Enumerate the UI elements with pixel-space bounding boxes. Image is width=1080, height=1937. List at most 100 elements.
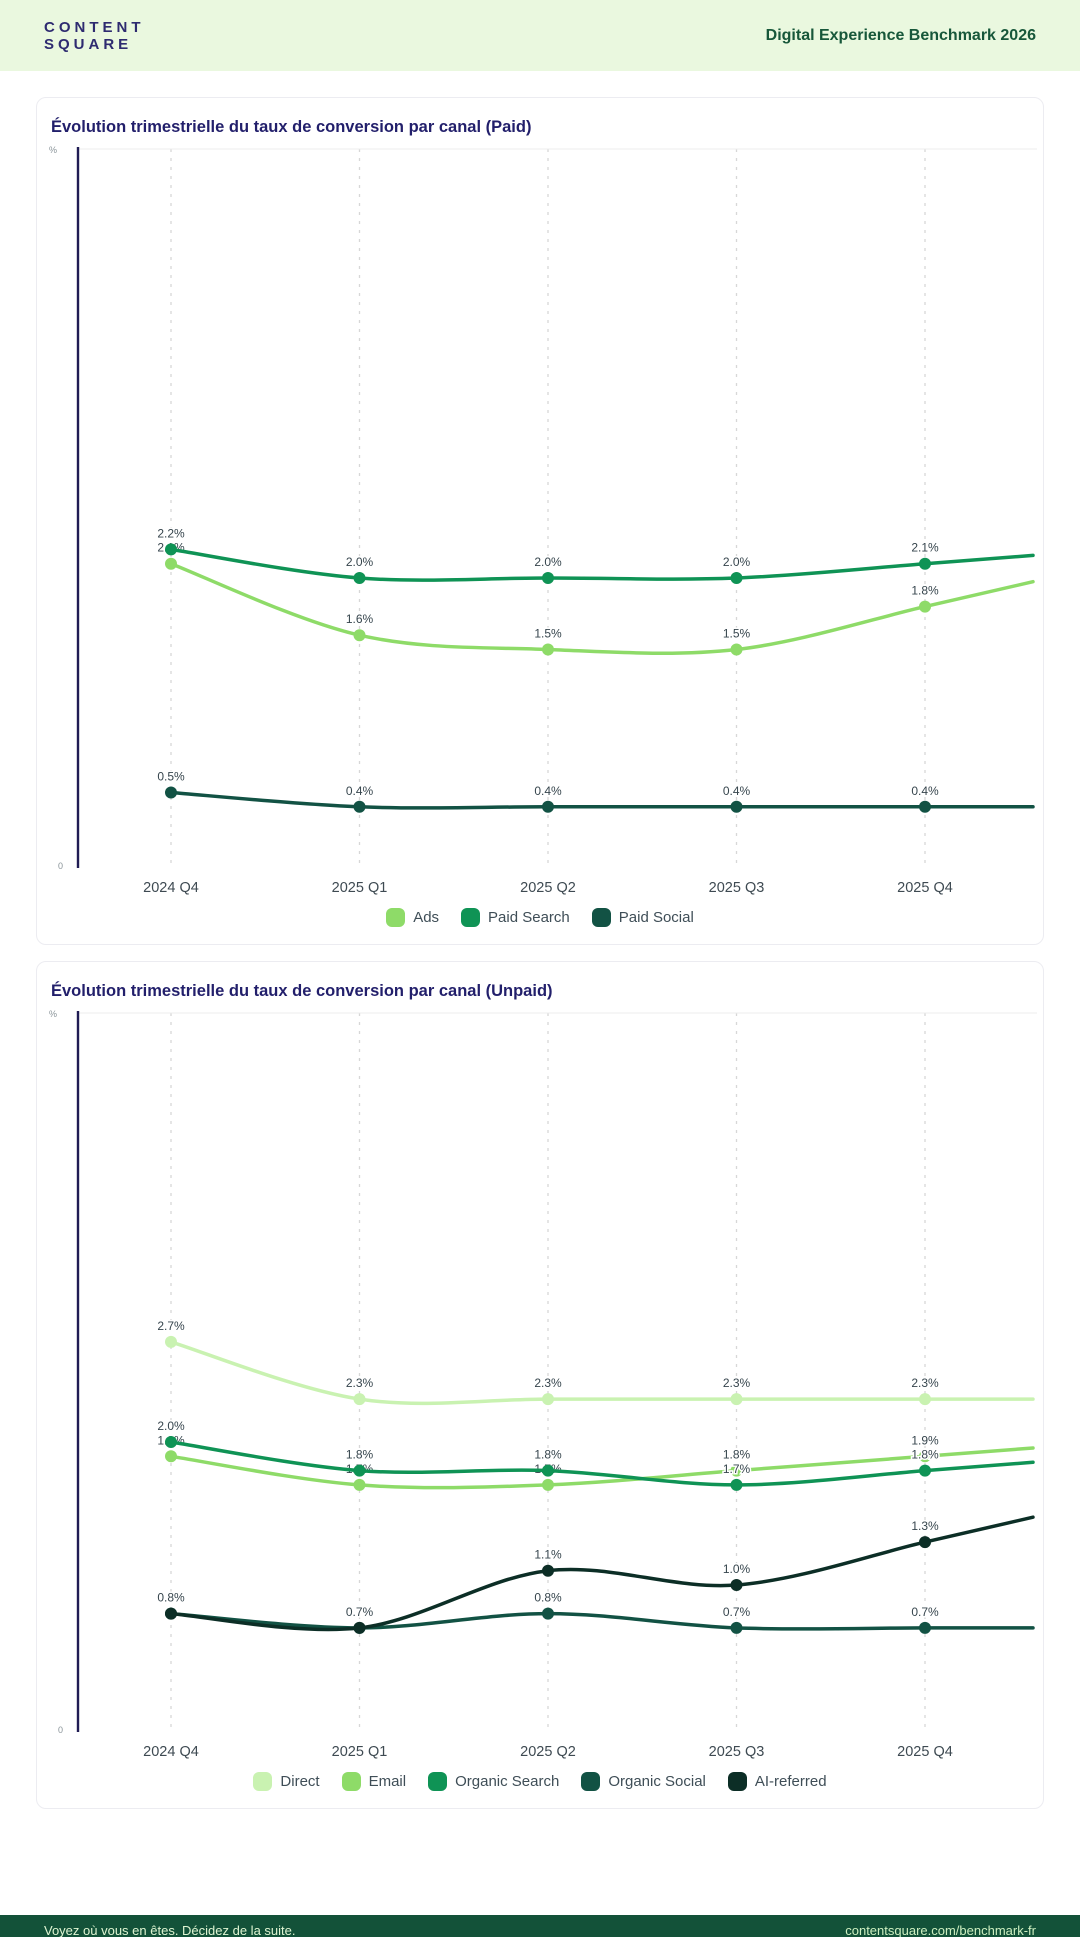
series-line (169, 1446, 1035, 1490)
data-label: 1.8% (723, 1448, 751, 1462)
data-point (542, 1478, 554, 1491)
legend-swatch (341, 1771, 361, 1791)
data-label: 0.4% (534, 784, 562, 798)
data-label: 2.0% (346, 555, 374, 569)
series-ads: 2.1% 1.6% 1.5% 1.5% 1.8% (156, 539, 1035, 656)
legend-label: Direct (280, 1772, 320, 1790)
data-point (165, 1436, 177, 1448)
data-point (919, 1393, 931, 1406)
y-axis-zero-label: 0 (58, 861, 63, 871)
series-ai-referred: 0.8% 0.7% 1.1% 1.0% 1.3% (156, 1515, 1035, 1634)
x-tick-label: 2024 Q4 (143, 1744, 199, 1760)
legend-label: Paid Social (618, 908, 694, 926)
data-label: 1.7% (723, 1462, 751, 1476)
contentsquare-logo: CONTENT SQUARE (44, 19, 145, 53)
y-axis-zero-label: 0 (58, 1725, 63, 1735)
footer-link[interactable]: contentsquare.com/benchmark-fr (845, 1923, 1036, 1937)
line-chart: % 0 2024 Q4 2025 Q1 2025 Q2 2025 Q3 2025 Q4 2.1… (49, 145, 1037, 896)
chart-title-paid: Évolution trimestrielle du taux de conve… (51, 118, 532, 136)
series-line (169, 790, 1035, 810)
x-tick-label: 2025 Q4 (897, 880, 953, 896)
series-paid-search: 2.2% 2.0% 2.0% 2.0% 2.1% (156, 525, 1035, 584)
data-point (919, 600, 931, 613)
data-point (353, 1478, 366, 1491)
paid-chart-legend: Ads Paid Search Paid Social (37, 902, 1043, 932)
data-label: 1.1% (534, 1548, 562, 1562)
paid-conversion-chart: % 0 2024 Q4 2025 Q1 2025 Q2 2025 Q3 2025 Q4 2.1… (37, 138, 1043, 898)
data-point (919, 1464, 931, 1477)
data-label: 2.0% (534, 555, 562, 569)
data-point (919, 1450, 931, 1463)
legend-label: AI-referred (754, 1772, 827, 1790)
y-axis-unit-label: % (49, 1009, 57, 1019)
data-label: 2.2% (157, 526, 185, 540)
series-direct: 2.7% 2.3% 2.3% 2.3% 2.3% (156, 1317, 1035, 1406)
data-point (730, 1464, 743, 1477)
legend-item-ads[interactable]: Ads (386, 907, 440, 927)
data-label: 1.8% (911, 1448, 939, 1462)
chart-title-unpaid: Évolution trimestrielle du taux de conve… (51, 982, 553, 1000)
legend-swatch (727, 1771, 747, 1791)
gridlines (170, 149, 926, 868)
logo-line-1: CONTENT (44, 18, 145, 36)
series-line (169, 1515, 1035, 1632)
data-point (542, 1393, 554, 1406)
data-point (165, 543, 177, 556)
legend-item-direct[interactable]: Direct (253, 1771, 320, 1791)
data-point (730, 1621, 743, 1634)
data-point (165, 1450, 177, 1463)
data-point (730, 1393, 743, 1406)
legend-swatch (386, 907, 406, 927)
data-label: 1.5% (534, 627, 562, 641)
legend-label: Organic Social (608, 1772, 706, 1790)
spacer (0, 1825, 1080, 1915)
data-label: 2.3% (534, 1376, 562, 1390)
series-organic-search: 2.0%1.8% 1.8%1.7%1.8% (156, 1418, 1035, 1491)
legend-item-paid-search[interactable]: Paid Search (461, 907, 570, 927)
data-point (542, 572, 554, 584)
data-label: 2.3% (346, 1376, 374, 1390)
data-label: 1.5% (723, 627, 751, 641)
data-label: 0.7% (911, 1605, 939, 1619)
data-point (165, 1335, 177, 1348)
main-content: Évolution trimestrielle du taux de conve… (36, 97, 1044, 1809)
data-label: 2.3% (723, 1376, 751, 1390)
data-label: 0.8% (534, 1591, 562, 1605)
legend-item-organic-social[interactable]: Organic Social (581, 1771, 706, 1791)
unpaid-chart-legend: Direct Email Organic Search Organic Social A… (37, 1766, 1043, 1796)
data-point (730, 800, 743, 813)
legend-swatch (461, 907, 481, 927)
data-label: 1.8% (911, 584, 939, 598)
data-label: 2.3% (911, 1376, 939, 1390)
legend-item-email[interactable]: Email (341, 1771, 406, 1791)
x-tick-label: 2025 Q4 (897, 1744, 953, 1760)
x-tick-label: 2024 Q4 (143, 880, 199, 896)
data-point (165, 557, 177, 570)
data-label: 0.8% (157, 1591, 185, 1605)
report-title: Digital Experience Benchmark 2026 (765, 26, 1036, 44)
y-axis-unit-label: % (49, 145, 57, 155)
legend-item-organic-search[interactable]: Organic Search (428, 1771, 560, 1791)
line-chart: % 0 2024 Q4 2025 Q1 2025 Q2 2025 Q3 2025 Q4 2.7… (49, 1009, 1037, 1760)
data-label: 1.8% (346, 1448, 374, 1462)
data-label: 2.1% (911, 541, 939, 555)
legend-label: Ads (413, 908, 440, 926)
x-tick-label: 2025 Q3 (709, 1744, 765, 1760)
data-point (353, 572, 366, 584)
legend-item-paid-social[interactable]: Paid Social (591, 907, 694, 927)
legend-swatch (591, 907, 611, 927)
logo-line-2: SQUARE (44, 35, 133, 53)
data-label: 2.0% (157, 1419, 185, 1433)
legend-label: Organic Search (455, 1772, 560, 1790)
data-point (542, 1607, 554, 1620)
legend-item-ai-referred[interactable]: AI-referred (727, 1771, 827, 1791)
data-label: 2.7% (157, 1319, 185, 1333)
legend-swatch (581, 1771, 601, 1791)
chart-card-unpaid: Évolution trimestrielle du taux de conve… (36, 961, 1044, 1809)
x-tick-label: 2025 Q3 (709, 880, 765, 896)
unpaid-conversion-chart: % 0 2024 Q4 2025 Q1 2025 Q2 2025 Q3 2025 Q4 2.7… (37, 1002, 1043, 1762)
data-point (730, 572, 743, 584)
data-label: 2.0% (723, 555, 751, 569)
data-label: 1.3% (911, 1519, 939, 1533)
data-point (165, 786, 177, 799)
